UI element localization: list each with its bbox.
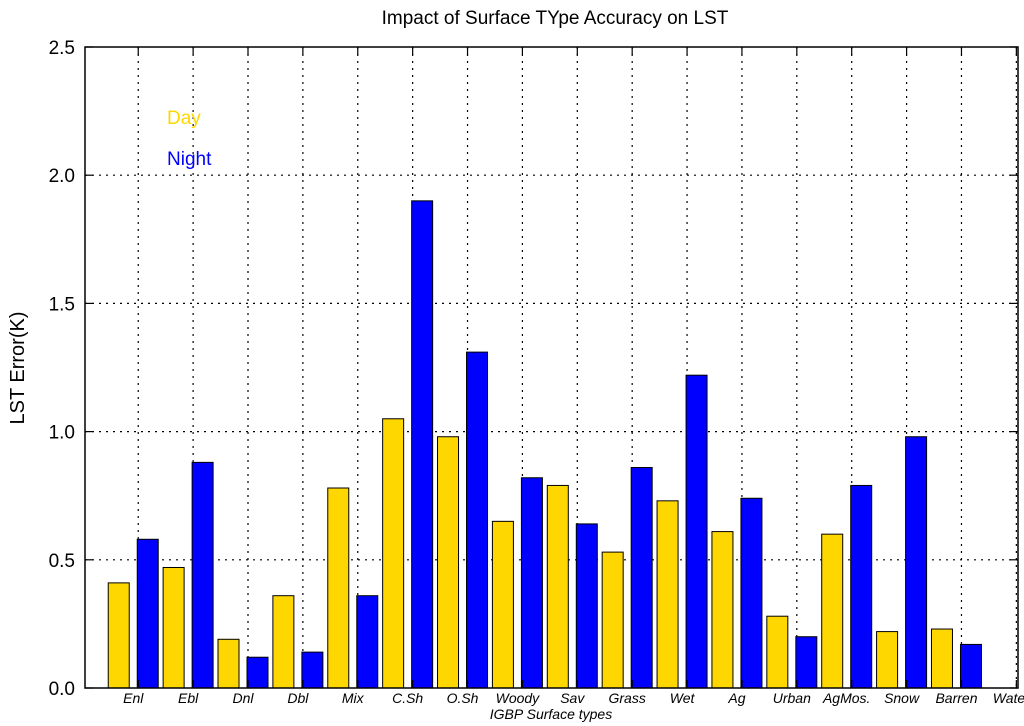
bar-night-dnl [246,656,269,689]
legend: Day Night [167,108,212,170]
y-axis-ticks: 0.0 0.5 1.0 1.5 2.0 2.5 [49,38,1018,700]
grid [85,47,1018,688]
x-tick-label: Dbl [287,690,309,706]
x-axis-ticks: Enl Ebl Dnl Dbl Mix C.Sh O.Sh Woody Sav Grass Wet A… [123,47,1024,706]
y-tick-label: 2.5 [49,38,75,59]
bar-day-urban [766,615,789,689]
bar-night-ag [740,497,763,689]
x-tick-label: O.Sh [447,690,479,706]
chart-title: Impact of Surface TYpe Accuracy on LST [382,8,729,29]
bar-day-snow [876,631,899,689]
bar-day-woody [491,520,514,689]
bar-day-wet [656,500,679,689]
y-axis-label: LST Error(K) [7,312,29,425]
x-tick-label: AgMos. [822,690,870,706]
y-tick-label: 1.0 [49,423,75,444]
x-tick-label: Barren [935,690,977,706]
bar-day-dnl [217,638,240,689]
bar-night-wet [685,374,708,689]
bar-night-woody [520,477,543,689]
x-tick-label: C.Sh [392,690,423,706]
legend-entry-day: Day [167,108,201,129]
plot-frame [84,46,1019,689]
bar-day-ebl [162,566,185,689]
x-axis-label: IGBP Surface types [490,706,612,722]
bar-night-dbl [301,651,324,689]
x-tick-label: Urban [773,690,811,706]
bar-night-agmos [850,484,873,689]
bar-day-osh [437,436,460,689]
bar-night-ebl [191,461,214,689]
bar-day-dbl [272,595,295,689]
x-tick-label: Dnl [232,690,254,706]
bar-day-ag [711,531,734,689]
bar-night-urban [795,636,818,689]
x-tick-label: Sav [560,690,585,706]
x-tick-label: Ebl [178,690,199,706]
bar-day-grass [601,551,624,689]
x-tick-label: Mix [342,690,365,706]
bar-night-snow [905,436,928,689]
x-tick-label: Wet [670,690,696,706]
y-tick-label: 0.5 [49,551,75,572]
bar-night-barren [959,643,982,689]
bar-day-mix [327,487,350,689]
y-tick-label: 0.0 [49,679,75,700]
bar-night-osh [466,351,489,689]
legend-entry-night: Night [167,149,212,170]
x-tick-label: Woody [496,690,541,706]
bar-day-barren [930,628,953,689]
bar-day-sav [546,484,569,689]
bar-night-enl [136,538,159,689]
bar-day-csh [382,418,405,689]
y-tick-label: 2.0 [49,166,75,187]
bar-day-agmos [821,533,844,689]
x-tick-label: Enl [123,690,144,706]
bar-day-enl [107,582,130,689]
x-tick-label: Snow [884,690,920,706]
bar-night-csh [411,200,434,689]
bar-night-sav [575,523,598,689]
bar-night-grass [630,466,653,689]
x-tick-label: Grass [609,690,646,706]
bars [107,200,982,689]
x-tick-label: Water [993,690,1024,706]
x-tick-label: Ag [727,690,745,706]
bar-night-mix [356,595,379,689]
y-tick-label: 1.5 [49,294,75,315]
